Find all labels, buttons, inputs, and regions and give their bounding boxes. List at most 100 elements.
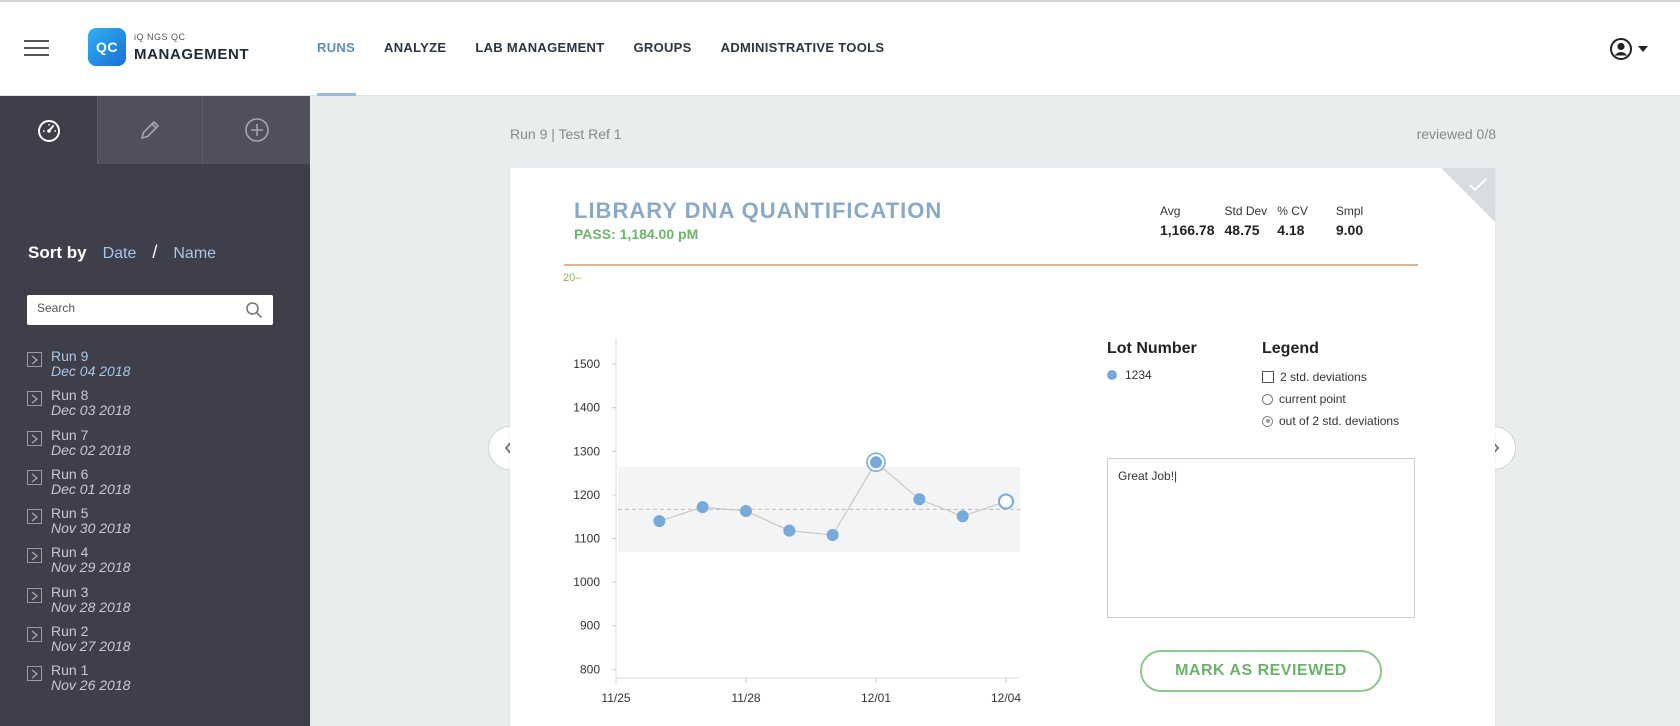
y-tick-label: 800: [580, 662, 600, 676]
logo-badge: QC: [88, 28, 126, 66]
run-date: Nov 26 2018: [51, 677, 131, 694]
chevron-right-icon: [27, 352, 42, 367]
lot-number-title: Lot Number: [1107, 340, 1197, 357]
qc-metric-card: LIBRARY DNA QUANTIFICATION PASS: 1,184.0…: [510, 168, 1495, 726]
stat-label: Avg: [1160, 204, 1181, 218]
run-list-item[interactable]: Run 3 Nov 28 2018: [27, 584, 297, 623]
data-point: [956, 510, 969, 523]
search-input[interactable]: [37, 301, 237, 315]
comment-textarea[interactable]: Great Job!|: [1107, 458, 1415, 618]
data-point: [826, 529, 839, 542]
card-header: LIBRARY DNA QUANTIFICATION PASS: 1,184.0…: [564, 194, 1418, 254]
y-tick-label: 1200: [573, 488, 600, 502]
nav-runs[interactable]: RUNS: [317, 40, 356, 55]
chevron-right-icon: [27, 391, 42, 407]
sort-by-date-link[interactable]: Date: [102, 245, 137, 262]
y-tick-label: 1300: [573, 444, 600, 458]
chevron-right-icon: [27, 509, 42, 525]
run-date: Nov 28 2018: [51, 598, 131, 615]
nav-analyze[interactable]: ANALYZE: [384, 40, 447, 55]
data-point: [783, 524, 796, 537]
run-name: Run 7: [51, 426, 89, 443]
runs-sidebar: Sort by Date / Name Run 9 Dec 04 2018 Ru…: [0, 96, 310, 726]
run-date: Dec 02 2018: [51, 441, 131, 458]
y-tick-label: 1000: [573, 575, 600, 589]
stat-value: 9.00: [1335, 222, 1364, 238]
top-navigation-bar: QC iQ NGS QC MANAGEMENT RUNS ANALYZE LAB…: [0, 0, 1680, 96]
check-icon: [1469, 178, 1487, 192]
circle-icon: [1262, 393, 1273, 405]
run-name: Run 3: [51, 583, 89, 600]
logo-title: MANAGEMENT: [134, 46, 250, 63]
mark-as-reviewed-button[interactable]: MARK AS REVIEWED: [1140, 650, 1382, 692]
sidebar-tabs: [0, 96, 310, 164]
main-nav: RUNS ANALYZE LAB MANAGEMENT GROUPS ADMIN…: [317, 40, 884, 55]
std-dev-band: [618, 466, 1020, 552]
plus-circle-icon: [244, 118, 269, 142]
tab-dashboard[interactable]: [0, 96, 97, 164]
dashboard-icon: [37, 120, 60, 142]
sort-separator: /: [152, 242, 158, 262]
hamburger-menu-icon[interactable]: [24, 40, 49, 58]
legend-item: out of 2 std. deviations: [1262, 410, 1399, 432]
run-list-item[interactable]: Run 8 Dec 03 2018: [27, 387, 297, 426]
data-point: [653, 515, 666, 528]
chevron-right-icon: [27, 548, 42, 564]
run-list-item[interactable]: Run 9 Dec 04 2018: [27, 348, 297, 387]
y-tick-label: 1400: [573, 401, 600, 415]
run-date: Dec 03 2018: [51, 402, 131, 419]
run-name: Run 2: [51, 623, 89, 640]
stat-cv: % CV 4.18: [1277, 204, 1308, 238]
run-list-item[interactable]: Run 2 Nov 27 2018: [27, 623, 297, 662]
tab-edit[interactable]: [97, 96, 202, 164]
nav-administrative-tools[interactable]: ADMINISTRATIVE TOOLS: [720, 40, 885, 55]
stat-value: 48.75: [1224, 222, 1260, 238]
run-list-item[interactable]: Run 5 Nov 30 2018: [27, 505, 297, 544]
breadcrumb: Run 9 | Test Ref 1: [510, 126, 622, 142]
x-tick-label: 11/28: [731, 691, 760, 705]
lot-number-item[interactable]: 1234: [1107, 368, 1152, 382]
y-tick-label: 900: [580, 619, 600, 633]
sort-by-name-link[interactable]: Name: [173, 245, 217, 262]
run-list-item[interactable]: Run 4 Nov 29 2018: [27, 544, 297, 583]
stat-label: % CV: [1277, 204, 1308, 218]
stat-value: 4.18: [1277, 222, 1305, 238]
data-point: [696, 501, 709, 514]
data-point: [913, 493, 926, 506]
run-name: Run 9: [51, 348, 89, 364]
reviewed-corner: [1441, 168, 1495, 222]
lot-dot-icon: [1107, 370, 1117, 380]
mini-chart-tick: 20–: [563, 272, 582, 284]
legend-item: current point: [1262, 388, 1399, 410]
stat-label: Std Dev: [1224, 204, 1268, 218]
nav-lab-management[interactable]: LAB MANAGEMENT: [475, 40, 605, 55]
data-point: [870, 456, 882, 469]
square-icon: [1262, 371, 1274, 383]
chevron-right-icon: [27, 666, 42, 682]
stat-label: Smpl: [1335, 204, 1364, 218]
run-name: Run 8: [51, 387, 89, 404]
legend-label: out of 2 std. deviations: [1279, 414, 1400, 428]
user-menu[interactable]: [1610, 38, 1648, 60]
run-list-item[interactable]: Run 7 Dec 02 2018: [27, 427, 297, 466]
pencil-icon: [141, 121, 159, 139]
y-tick-label: 1100: [574, 532, 600, 546]
tab-add[interactable]: [202, 96, 310, 164]
run-name: Run 6: [51, 465, 89, 482]
search-icon[interactable]: [245, 301, 263, 319]
chevron-right-icon: [27, 469, 42, 485]
active-nav-underline: [317, 93, 356, 96]
run-list: Run 9 Dec 04 2018 Run 8 Dec 03 2018 Run …: [27, 348, 297, 702]
run-date: Dec 01 2018: [51, 480, 131, 497]
run-date: Nov 30 2018: [51, 520, 131, 537]
qc-line-chart: 800 900 1000 1100 1200 1300 1400 1500 11/25 11/28…: [573, 338, 1021, 705]
nav-groups[interactable]: GROUPS: [633, 40, 692, 55]
run-list-item[interactable]: Run 1 Nov 26 2018: [27, 662, 297, 701]
chevron-right-icon: [27, 627, 42, 643]
stat-sample: Smpl 9.00: [1336, 204, 1363, 238]
legend: 2 std. deviations current point out of 2…: [1262, 366, 1399, 432]
run-date: Nov 29 2018: [51, 559, 131, 576]
run-name: Run 1: [51, 662, 89, 679]
pass-status: PASS: 1,184.00 pM: [574, 226, 699, 242]
run-list-item[interactable]: Run 6 Dec 01 2018: [27, 466, 297, 505]
